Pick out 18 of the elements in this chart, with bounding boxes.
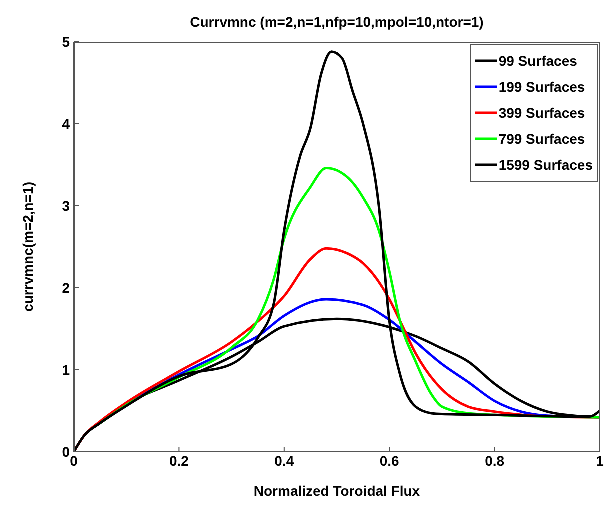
y-tick-label: 4 <box>62 116 70 132</box>
x-tick-label: 0.4 <box>274 452 294 469</box>
x-axis-title: Normalized Toroidal Flux <box>254 483 420 499</box>
y-tick-label: 2 <box>62 280 70 296</box>
y-tick-label: 3 <box>62 198 70 214</box>
chart-title: Currvmnc (m=2,n=1,nfp=10,mpol=10,ntor=1) <box>189 14 485 30</box>
legend-label: 399 Surfaces <box>498 104 586 123</box>
legend-label: 799 Surfaces <box>498 130 586 149</box>
y-tick-label: 5 <box>62 34 70 50</box>
x-tick-label: 0.6 <box>380 452 400 469</box>
x-tick-label: 1 <box>596 452 604 469</box>
legend-label: 1599 Surfaces <box>498 156 593 175</box>
x-tick-label: 0.2 <box>169 452 190 469</box>
y-tick-label: 1 <box>62 362 70 378</box>
x-tick-label: 0.8 <box>485 452 505 469</box>
y-axis-title: currvmnc(m=2,n=1) <box>20 182 36 312</box>
legend-label: 99 Surfaces <box>498 52 578 71</box>
legend-label: 199 Surfaces <box>498 78 586 97</box>
